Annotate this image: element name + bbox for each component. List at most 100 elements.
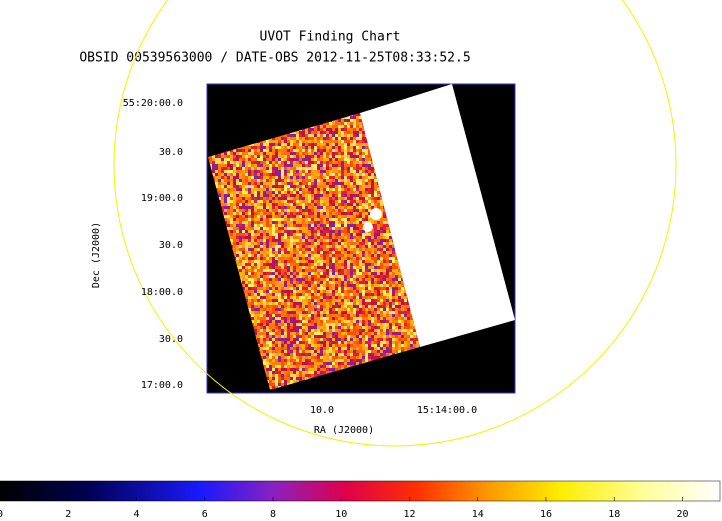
image-pixel: [326, 269, 329, 272]
image-pixel: [293, 167, 296, 170]
image-pixel: [272, 374, 275, 377]
image-pixel: [326, 338, 329, 341]
image-pixel: [350, 176, 353, 179]
image-pixel: [338, 200, 341, 203]
image-pixel: [248, 146, 251, 149]
image-pixel: [278, 155, 281, 158]
image-pixel: [353, 164, 356, 167]
image-pixel: [290, 242, 293, 245]
image-pixel: [329, 329, 332, 332]
image-pixel: [299, 212, 302, 215]
image-pixel: [224, 215, 227, 218]
image-pixel: [341, 311, 344, 314]
image-pixel: [344, 140, 347, 143]
image-pixel: [230, 161, 233, 164]
image-pixel: [344, 344, 347, 347]
image-pixel: [338, 290, 341, 293]
image-pixel: [332, 206, 335, 209]
image-pixel: [257, 206, 260, 209]
image-pixel: [317, 335, 320, 338]
image-pixel: [332, 368, 335, 371]
image-pixel: [335, 359, 338, 362]
image-pixel: [251, 263, 254, 266]
image-pixel: [245, 233, 248, 236]
image-pixel: [317, 200, 320, 203]
image-pixel: [278, 194, 281, 197]
image-pixel: [284, 164, 287, 167]
image-pixel: [263, 203, 266, 206]
image-pixel: [332, 131, 335, 134]
image-pixel: [356, 260, 359, 263]
image-pixel: [260, 293, 263, 296]
image-pixel: [362, 236, 365, 239]
image-pixel: [305, 278, 308, 281]
image-pixel: [353, 122, 356, 125]
image-pixel: [263, 290, 266, 293]
image-pixel: [299, 239, 302, 242]
image-pixel: [362, 191, 365, 194]
image-pixel: [260, 260, 263, 263]
image-pixel: [245, 248, 248, 251]
image-pixel: [338, 149, 341, 152]
image-pixel: [308, 185, 311, 188]
image-pixel: [284, 188, 287, 191]
image-pixel: [299, 143, 302, 146]
image-pixel: [356, 296, 359, 299]
image-pixel: [260, 329, 263, 332]
image-pixel: [317, 317, 320, 320]
image-pixel: [281, 164, 284, 167]
image-pixel: [275, 191, 278, 194]
image-pixel: [227, 185, 230, 188]
image-pixel: [341, 332, 344, 335]
image-pixel: [332, 251, 335, 254]
image-pixel: [353, 197, 356, 200]
image-pixel: [329, 350, 332, 353]
image-pixel: [290, 191, 293, 194]
image-pixel: [329, 164, 332, 167]
image-pixel: [245, 167, 248, 170]
image-pixel: [293, 296, 296, 299]
image-pixel: [299, 350, 302, 353]
image-pixel: [359, 281, 362, 284]
image-pixel: [281, 191, 284, 194]
image-pixel: [362, 311, 365, 314]
image-pixel: [320, 299, 323, 302]
image-pixel: [317, 248, 320, 251]
image-pixel: [305, 320, 308, 323]
image-pixel: [329, 191, 332, 194]
image-pixel: [341, 281, 344, 284]
image-pixel: [272, 143, 275, 146]
image-pixel: [245, 173, 248, 176]
image-pixel: [245, 158, 248, 161]
image-pixel: [323, 203, 326, 206]
image-pixel: [353, 191, 356, 194]
image-pixel: [362, 350, 365, 353]
image-pixel: [245, 296, 248, 299]
image-pixel: [260, 182, 263, 185]
image-pixel: [248, 269, 251, 272]
image-pixel: [329, 200, 332, 203]
image-pixel: [281, 260, 284, 263]
image-pixel: [266, 167, 269, 170]
image-pixel: [332, 146, 335, 149]
image-pixel: [263, 245, 266, 248]
image-pixel: [335, 122, 338, 125]
image-pixel: [278, 152, 281, 155]
image-pixel: [278, 197, 281, 200]
image-pixel: [290, 206, 293, 209]
image-pixel: [236, 179, 239, 182]
image-pixel: [326, 206, 329, 209]
image-pixel: [311, 374, 314, 377]
image-pixel: [314, 158, 317, 161]
image-pixel: [362, 344, 365, 347]
image-pixel: [302, 344, 305, 347]
image-pixel: [263, 293, 266, 296]
image-pixel: [359, 200, 362, 203]
image-pixel: [362, 245, 365, 248]
image-pixel: [356, 140, 359, 143]
image-pixel: [269, 212, 272, 215]
image-pixel: [293, 374, 296, 377]
image-pixel: [290, 209, 293, 212]
image-pixel: [287, 326, 290, 329]
image-pixel: [305, 374, 308, 377]
